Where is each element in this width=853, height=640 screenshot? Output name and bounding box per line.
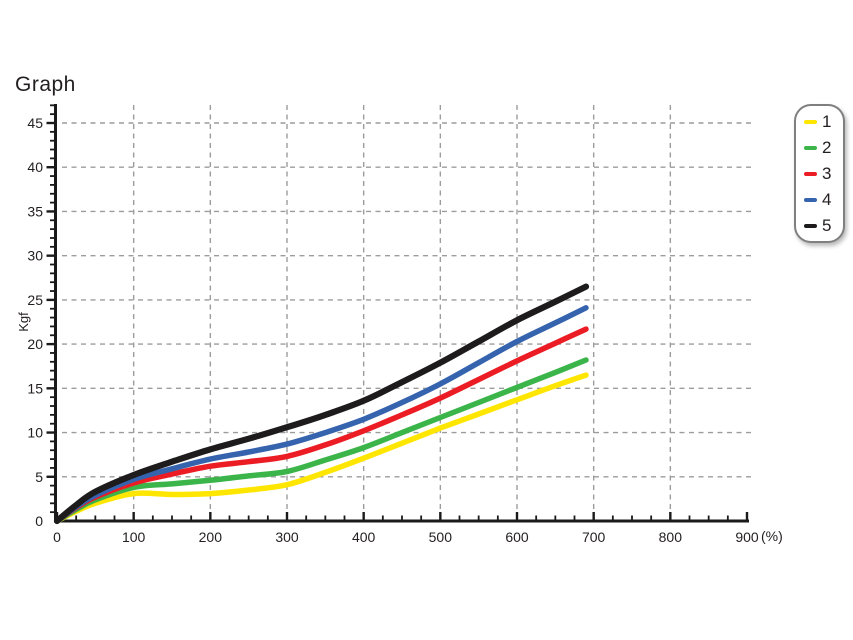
legend-item-1: 1 — [804, 109, 843, 135]
x-tick-label: 200 — [199, 529, 223, 545]
legend-swatch-4 — [804, 197, 817, 202]
curve-4 — [54, 305, 589, 524]
x-tick-label: 100 — [122, 529, 146, 545]
x-axis-unit-label: (%) — [761, 528, 783, 544]
y-tick-label: 10 — [27, 425, 43, 441]
curve-2 — [54, 357, 589, 524]
y-tick-label: 5 — [35, 469, 43, 485]
y-tick-label: 45 — [27, 115, 43, 131]
legend-label: 3 — [822, 164, 832, 183]
legend-label: 4 — [822, 190, 832, 209]
curve-1 — [54, 372, 589, 524]
x-tick-label: 500 — [429, 529, 453, 545]
y-tick-label: 30 — [27, 248, 43, 264]
legend-swatch-2 — [804, 145, 817, 150]
curve-5 — [53, 283, 590, 525]
legend-label: 2 — [822, 138, 832, 157]
y-tick-label: 20 — [27, 336, 43, 352]
legend-item-2: 2 — [804, 135, 843, 161]
legend-swatch-5 — [804, 223, 817, 228]
legend: 1 2 3 4 5 — [794, 104, 845, 243]
x-tick-label: 700 — [582, 529, 606, 545]
legend-item-5: 5 — [804, 213, 843, 239]
x-tick-label: 400 — [352, 529, 376, 545]
x-tick-label: 900 — [735, 529, 759, 545]
legend-label: 5 — [822, 216, 832, 235]
y-tick-label: 0 — [35, 513, 43, 529]
legend-item-3: 3 — [804, 161, 843, 187]
y-tick-label: 40 — [27, 159, 43, 175]
legend-label: 1 — [822, 112, 832, 131]
x-tick-label: 300 — [275, 529, 299, 545]
legend-swatch-3 — [804, 171, 817, 176]
y-tick-label: 15 — [27, 380, 43, 396]
legend-item-4: 4 — [804, 187, 843, 213]
y-tick-label: 35 — [27, 203, 43, 219]
y-axis-label: Kgf — [16, 312, 31, 332]
legend-swatch-1 — [804, 119, 817, 124]
x-tick-label: 600 — [505, 529, 529, 545]
x-tick-label: 0 — [53, 529, 61, 545]
y-tick-label: 25 — [27, 292, 43, 308]
x-tick-label: 800 — [659, 529, 683, 545]
chart-title: Graph — [15, 73, 76, 96]
